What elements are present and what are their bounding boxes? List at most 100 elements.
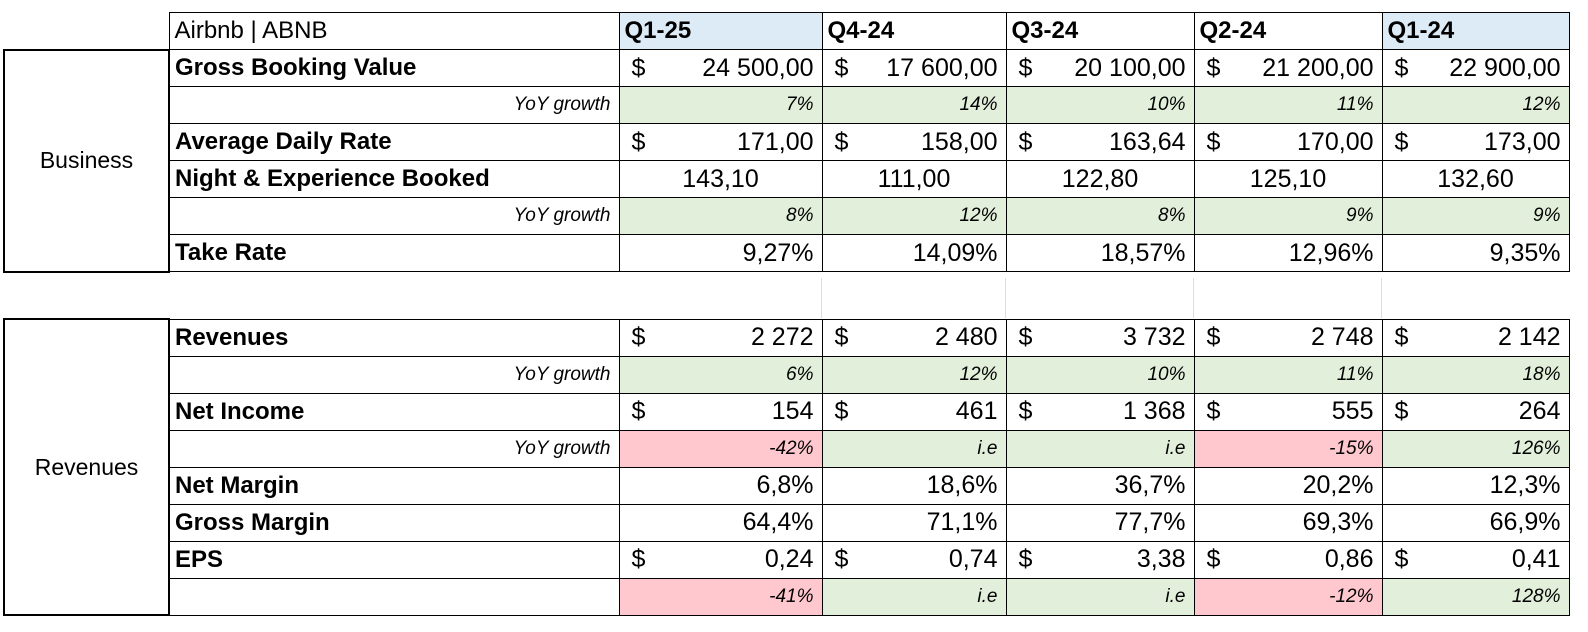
value-cell[interactable]: 132,60 [1381, 160, 1570, 198]
value-cell[interactable]: 71,1% [821, 503, 1007, 542]
currency-symbol: $ [1206, 397, 1221, 425]
growth-cell[interactable]: 14% [821, 86, 1007, 124]
currency-symbol: $ [834, 397, 849, 425]
growth-cell[interactable]: 8% [618, 197, 823, 235]
currency-symbol: $ [631, 323, 646, 351]
value-cell[interactable]: $2 272 [618, 318, 823, 357]
value-cell[interactable]: $1 368 [1005, 392, 1195, 431]
row-label: Take Rate [168, 234, 620, 272]
row-label: Night & Experience Booked [168, 160, 620, 198]
value-cell[interactable]: $173,00 [1381, 123, 1570, 161]
row-sublabel [168, 577, 620, 616]
growth-cell[interactable]: 12% [821, 197, 1007, 235]
row-label: Gross Booking Value [168, 49, 620, 87]
value-cell[interactable]: 9,35% [1381, 234, 1570, 272]
value-cell[interactable]: 20,2% [1193, 466, 1383, 505]
currency-symbol: $ [1018, 545, 1033, 573]
growth-cell[interactable]: 9% [1193, 197, 1383, 235]
value-cell[interactable]: $22 900,00 [1381, 49, 1570, 87]
value-cell[interactable]: 12,96% [1193, 234, 1383, 272]
row-label: Net Income [168, 392, 620, 431]
value-cell[interactable]: $2 142 [1381, 318, 1570, 357]
net-margin-row: Net Margin 6,8% 18,6% 36,7% 20,2% 12,3% [4, 466, 1570, 505]
net-income-yoy-row: YoY growth -42% i.e i.e -15% 126% [4, 429, 1570, 468]
growth-cell[interactable]: -41% [618, 577, 823, 616]
value-cell[interactable]: 64,4% [618, 503, 823, 542]
growth-cell[interactable]: i.e [1005, 429, 1195, 468]
growth-cell[interactable]: 11% [1193, 355, 1383, 394]
value-cell[interactable]: $2 480 [821, 318, 1007, 357]
value-cell[interactable]: 122,80 [1005, 160, 1195, 198]
growth-cell[interactable]: i.e [821, 577, 1007, 616]
value-cell[interactable]: 14,09% [821, 234, 1007, 272]
growth-cell[interactable]: 7% [618, 86, 823, 124]
growth-cell[interactable]: -42% [618, 429, 823, 468]
currency-symbol: $ [1206, 53, 1221, 82]
growth-cell[interactable]: i.e [1005, 577, 1195, 616]
growth-cell[interactable]: 12% [1381, 86, 1570, 124]
growth-cell[interactable]: 10% [1005, 355, 1195, 394]
value-cell[interactable]: 143,10 [618, 160, 823, 198]
value-cell[interactable]: $461 [821, 392, 1007, 431]
value-cell[interactable]: $3 732 [1005, 318, 1195, 357]
currency-symbol: $ [1018, 323, 1033, 351]
value-cell[interactable]: 111,00 [821, 160, 1007, 198]
value-cell[interactable]: $0,86 [1193, 540, 1383, 579]
value-cell[interactable]: 125,10 [1193, 160, 1383, 198]
value-cell[interactable]: 77,7% [1005, 503, 1195, 542]
row-label: Average Daily Rate [168, 123, 620, 161]
growth-cell[interactable]: i.e [821, 429, 1007, 468]
quarter-header[interactable]: Q1-24 [1381, 12, 1570, 50]
nights-yoy-row: YoY growth 8% 12% 8% 9% 9% [4, 197, 1570, 235]
nights-row: Night & Experience Booked 143,10 111,00 … [4, 160, 1570, 198]
value-cell[interactable]: $0,24 [618, 540, 823, 579]
growth-cell[interactable]: 9% [1381, 197, 1570, 235]
value-cell[interactable]: 36,7% [1005, 466, 1195, 505]
value-cell[interactable]: 9,27% [618, 234, 823, 272]
currency-symbol: $ [834, 53, 849, 82]
business-table: Airbnb | ABNB Q1-25 Q4-24 Q3-24 Q2-24 Q1… [3, 12, 1570, 273]
quarter-header[interactable]: Q1-25 [618, 12, 823, 50]
value-cell[interactable]: 6,8% [618, 466, 823, 505]
value-cell[interactable]: $20 100,00 [1005, 49, 1195, 87]
value-cell[interactable]: $0,74 [821, 540, 1007, 579]
growth-cell[interactable]: 126% [1381, 429, 1570, 468]
eps-row: EPS $0,24 $0,74 $3,38 $0,86 $0,41 [4, 540, 1570, 579]
growth-cell[interactable]: 6% [618, 355, 823, 394]
gbv-yoy-row: YoY growth 7% 14% 10% 11% 12% [4, 86, 1570, 124]
growth-cell[interactable]: 10% [1005, 86, 1195, 124]
row-label: Net Margin [168, 466, 620, 505]
currency-symbol: $ [1206, 545, 1221, 573]
value-cell[interactable]: 66,9% [1381, 503, 1570, 542]
growth-cell[interactable]: -12% [1193, 577, 1383, 616]
growth-cell[interactable]: 11% [1193, 86, 1383, 124]
value-cell[interactable]: $264 [1381, 392, 1570, 431]
value-cell[interactable]: 18,6% [821, 466, 1007, 505]
growth-cell[interactable]: 18% [1381, 355, 1570, 394]
value-cell[interactable]: $2 748 [1193, 318, 1383, 357]
value-cell[interactable]: 69,3% [1193, 503, 1383, 542]
value-cell[interactable]: 18,57% [1005, 234, 1195, 272]
value-cell[interactable]: $3,38 [1005, 540, 1195, 579]
corner-cell [4, 13, 169, 50]
company-title: Airbnb | ABNB [168, 12, 620, 50]
growth-cell[interactable]: 8% [1005, 197, 1195, 235]
value-cell[interactable]: $0,41 [1381, 540, 1570, 579]
value-cell[interactable]: $21 200,00 [1193, 49, 1383, 87]
value-cell[interactable]: $158,00 [821, 123, 1007, 161]
gridline [1381, 278, 1382, 318]
quarter-header[interactable]: Q3-24 [1005, 12, 1195, 50]
growth-cell[interactable]: 128% [1381, 577, 1570, 616]
growth-cell[interactable]: -15% [1193, 429, 1383, 468]
value-cell[interactable]: $171,00 [618, 123, 823, 161]
growth-cell[interactable]: 12% [821, 355, 1007, 394]
value-cell[interactable]: $17 600,00 [821, 49, 1007, 87]
value-cell[interactable]: $154 [618, 392, 823, 431]
quarter-header[interactable]: Q2-24 [1193, 12, 1383, 50]
value-cell[interactable]: $555 [1193, 392, 1383, 431]
value-cell[interactable]: $170,00 [1193, 123, 1383, 161]
value-cell[interactable]: 12,3% [1381, 466, 1570, 505]
quarter-header[interactable]: Q4-24 [821, 12, 1007, 50]
value-cell[interactable]: $24 500,00 [618, 49, 823, 87]
value-cell[interactable]: $163,64 [1005, 123, 1195, 161]
